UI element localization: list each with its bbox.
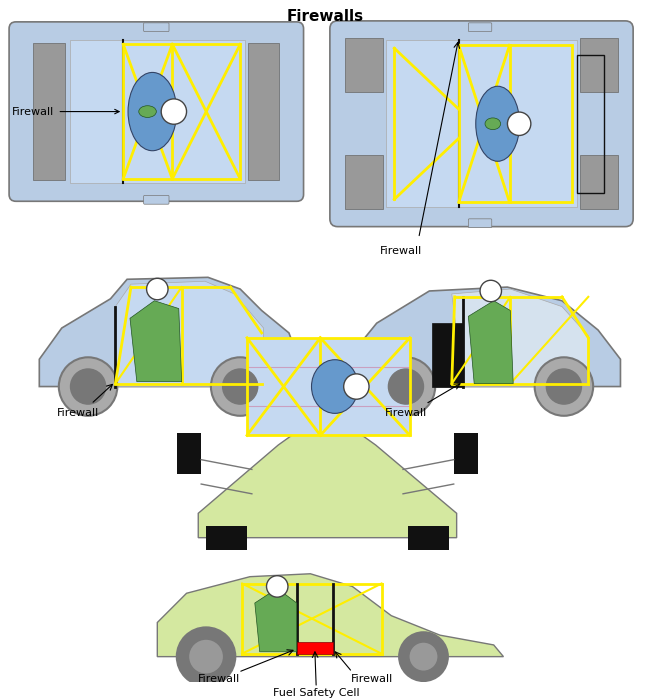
Bar (577, 55, 604, 193)
Polygon shape (468, 301, 513, 384)
FancyBboxPatch shape (144, 23, 169, 31)
Bar (123, 44, 240, 179)
Circle shape (146, 279, 168, 299)
FancyBboxPatch shape (9, 22, 303, 201)
Text: Firewall: Firewall (12, 107, 119, 117)
Polygon shape (452, 289, 589, 387)
Bar (346, 156, 383, 209)
Circle shape (377, 357, 436, 416)
Text: Firewall: Firewall (351, 674, 393, 684)
Circle shape (507, 112, 531, 135)
Text: Firewalls: Firewalls (286, 9, 363, 24)
Text: Fuel Safety Cell: Fuel Safety Cell (273, 688, 359, 698)
Circle shape (409, 642, 438, 671)
Text: Firewall: Firewall (380, 246, 422, 256)
Circle shape (389, 369, 424, 404)
Bar (33, 43, 64, 180)
Circle shape (59, 357, 117, 416)
Ellipse shape (476, 87, 519, 161)
Bar (581, 156, 618, 209)
Ellipse shape (485, 118, 501, 130)
Polygon shape (115, 281, 264, 387)
Circle shape (266, 576, 288, 597)
Bar (408, 526, 449, 550)
Bar (454, 433, 478, 475)
FancyBboxPatch shape (144, 195, 169, 205)
Circle shape (70, 369, 105, 404)
Ellipse shape (312, 359, 358, 413)
Text: Firewall: Firewall (198, 674, 240, 684)
Polygon shape (199, 421, 456, 537)
Bar (248, 43, 279, 180)
Bar (70, 40, 245, 183)
FancyBboxPatch shape (330, 21, 633, 227)
Bar (247, 338, 410, 436)
FancyBboxPatch shape (468, 23, 492, 31)
Circle shape (177, 628, 235, 686)
Polygon shape (255, 588, 297, 652)
Bar (177, 433, 201, 475)
Bar (432, 323, 464, 387)
Circle shape (344, 374, 369, 399)
Circle shape (223, 369, 258, 404)
Polygon shape (348, 287, 620, 387)
Bar (346, 38, 383, 92)
Ellipse shape (139, 105, 156, 117)
Bar (459, 45, 572, 202)
Circle shape (399, 632, 448, 681)
Circle shape (211, 357, 270, 416)
FancyBboxPatch shape (468, 219, 492, 228)
Bar (206, 526, 247, 550)
Polygon shape (158, 574, 503, 657)
Circle shape (534, 357, 593, 416)
Polygon shape (39, 277, 299, 387)
Bar (297, 642, 333, 654)
Bar (247, 338, 410, 436)
Circle shape (189, 639, 223, 674)
Circle shape (546, 369, 581, 404)
Circle shape (480, 281, 501, 302)
Text: Firewall: Firewall (57, 408, 100, 418)
Bar (387, 40, 577, 207)
Bar (581, 38, 618, 92)
Circle shape (161, 99, 187, 124)
Text: Firewall: Firewall (385, 408, 427, 418)
Ellipse shape (128, 73, 177, 151)
Polygon shape (130, 301, 182, 382)
